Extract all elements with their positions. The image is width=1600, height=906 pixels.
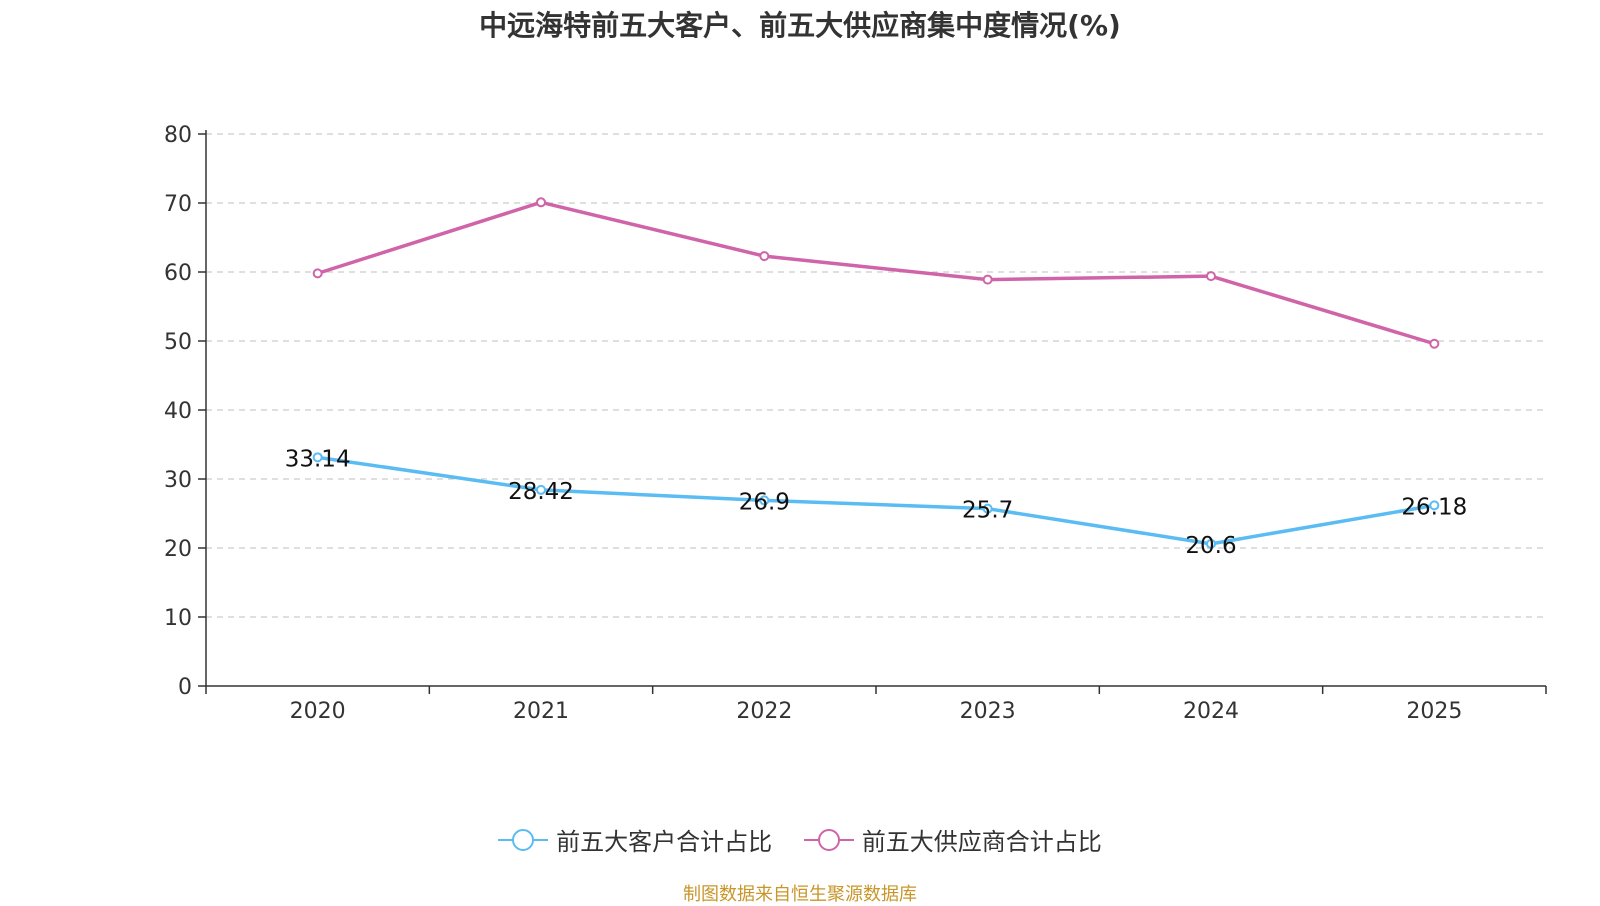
data-label-2024: 20.6 [1185,533,1236,559]
x-tick-label-2023: 2023 [960,699,1016,724]
y-tick-label-0: 0 [178,675,192,700]
y-tick-label-50: 50 [164,330,192,355]
series-1-point-2023 [982,274,993,285]
data-label-2020: 33.14 [285,446,351,472]
series-0-point-2025 [1429,500,1440,511]
legend-customers-icon [498,828,549,852]
y-tick-label-20: 20 [164,537,192,562]
series [312,197,1440,549]
series-0-point-2020 [312,452,323,463]
data-label-2021: 28.42 [508,479,574,505]
x-tick-label-2021: 2021 [513,699,569,724]
y-tick-label-40: 40 [164,399,192,424]
series-1-point-2022 [759,251,770,262]
series-1-point-2025 [1429,338,1440,349]
series-1-point-2020 [312,268,323,279]
data-labels: 33.14 28.42 26.9 25.7 20.6 26.18 [285,446,1468,559]
x-tick-label-2025: 2025 [1406,699,1462,724]
legend-item-suppliers[interactable]: 前五大供应商合计占比 [803,822,1102,857]
legend-item-customers[interactable]: 前五大客户合计占比 [498,822,772,857]
source-note: 制图数据来自恒生聚源数据库 [683,884,917,905]
axes: 0 10 20 30 40 50 60 70 80 2020 2021 2022 2023 2024 202… [164,123,1547,724]
series-1-point-2024 [1206,271,1216,282]
x-tick-label-2024: 2024 [1183,699,1239,724]
y-tick-label-80: 80 [164,123,192,148]
gridlines [206,133,1546,618]
legend-suppliers-icon [803,828,854,852]
x-tick-label-2020: 2020 [290,699,346,724]
chart-title: 中远海特前五大客户、前五大供应商集中度情况(%) [479,9,1121,42]
series-line-1 [317,200,1435,346]
y-tick-label-60: 60 [164,261,192,286]
series-0-point-2024 [1206,538,1216,549]
data-label-2023: 25.7 [962,498,1013,524]
series-0-point-2022 [759,495,770,506]
series-1-point-2021 [536,197,546,208]
y-tick-label-10: 10 [164,606,192,631]
legend-suppliers-label: 前五大供应商合计占比 [861,828,1102,856]
series-0-point-2023 [982,503,993,514]
data-label-2022: 26.9 [739,489,790,515]
legend: 前五大客户合计占比 前五大供应商合计占比 [0,822,1600,858]
y-tick-label-70: 70 [164,192,192,217]
legend-customers-label: 前五大客户合计占比 [556,828,773,856]
series-line-0 [317,455,1435,546]
series-0-point-2021 [536,484,546,495]
y-tick-label-30: 30 [164,468,192,493]
data-label-2025: 26.18 [1401,494,1467,520]
x-tick-label-2022: 2022 [736,699,792,724]
